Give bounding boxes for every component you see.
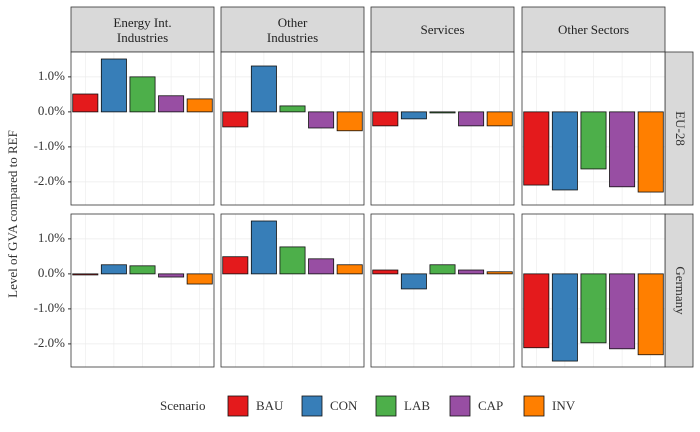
- y-tick-label: 1.0%: [38, 230, 65, 245]
- bar: [372, 269, 399, 275]
- bar: [158, 95, 185, 113]
- column-label: Energy Int. Industries: [113, 14, 172, 45]
- row-strip: [664, 51, 694, 206]
- y-axis-label: Level of GVA compared to REF: [5, 130, 20, 298]
- bar: [523, 111, 550, 186]
- bar: [222, 256, 249, 275]
- y-tick-label: 0.0%: [38, 103, 65, 118]
- legend-title: Scenario: [160, 398, 205, 413]
- column-label: Other Sectors: [557, 22, 630, 37]
- legend-swatch: [301, 395, 323, 417]
- legend-label: CAP: [478, 398, 503, 413]
- bar: [580, 273, 607, 344]
- panel-border: [220, 51, 365, 206]
- bar: [400, 273, 427, 290]
- legend-swatch: [227, 395, 249, 417]
- bar: [551, 111, 578, 191]
- bar: [158, 273, 185, 278]
- column-strip: [220, 6, 365, 53]
- bar: [486, 271, 513, 275]
- bar: [637, 273, 664, 356]
- y-tick-label: -1.0%: [34, 300, 66, 315]
- legend-label: INV: [552, 398, 576, 413]
- legend-label: LAB: [404, 398, 430, 413]
- bar: [186, 98, 213, 113]
- column-label: Other Industries: [266, 14, 319, 45]
- panel-border: [521, 51, 666, 206]
- y-tick-label: 1.0%: [38, 68, 65, 83]
- column-label: Services: [420, 22, 465, 37]
- bar: [429, 264, 456, 275]
- panel-border: [370, 51, 515, 206]
- bar: [100, 264, 127, 275]
- bar: [308, 111, 335, 129]
- bar: [72, 273, 99, 276]
- bar: [637, 111, 664, 193]
- bar: [100, 58, 127, 113]
- y-tick-label: 0.0%: [38, 265, 65, 280]
- bar: [222, 111, 249, 128]
- column-strip: [70, 6, 215, 53]
- bar: [129, 76, 156, 113]
- y-tick-label: -2.0%: [34, 335, 66, 350]
- bar: [429, 111, 456, 114]
- bar: [551, 273, 578, 362]
- row-label: Germany: [673, 266, 688, 315]
- column-strip: [370, 6, 515, 53]
- legend-label: BAU: [256, 398, 284, 413]
- legend-swatch: [375, 395, 397, 417]
- bar: [279, 246, 306, 275]
- bar: [279, 105, 306, 113]
- bar: [458, 111, 485, 127]
- panel-border: [370, 213, 515, 368]
- bar: [308, 258, 335, 275]
- legend-swatch: [523, 395, 545, 417]
- bar: [336, 264, 363, 275]
- bar: [400, 111, 427, 120]
- column-strip: [521, 6, 666, 53]
- bar: [486, 111, 513, 127]
- panel-border: [220, 213, 365, 368]
- bar: [72, 93, 99, 113]
- bar: [609, 273, 636, 350]
- panel-border: [70, 51, 215, 206]
- bar: [129, 265, 156, 275]
- y-tick-label: -2.0%: [34, 173, 66, 188]
- bar: [580, 111, 607, 170]
- bar: [372, 111, 399, 127]
- panel-border: [521, 213, 666, 368]
- legend-swatch: [449, 395, 471, 417]
- legend-label: CON: [330, 398, 358, 413]
- panel-border: [70, 213, 215, 368]
- bar: [186, 273, 213, 285]
- y-tick-label: -1.0%: [34, 138, 66, 153]
- row-label: EU-28: [673, 111, 688, 146]
- bar: [523, 273, 550, 349]
- row-strip: [664, 213, 694, 368]
- bar: [458, 269, 485, 275]
- bar: [250, 65, 277, 113]
- bar: [250, 220, 277, 275]
- bar: [609, 111, 636, 188]
- bar: [336, 111, 363, 132]
